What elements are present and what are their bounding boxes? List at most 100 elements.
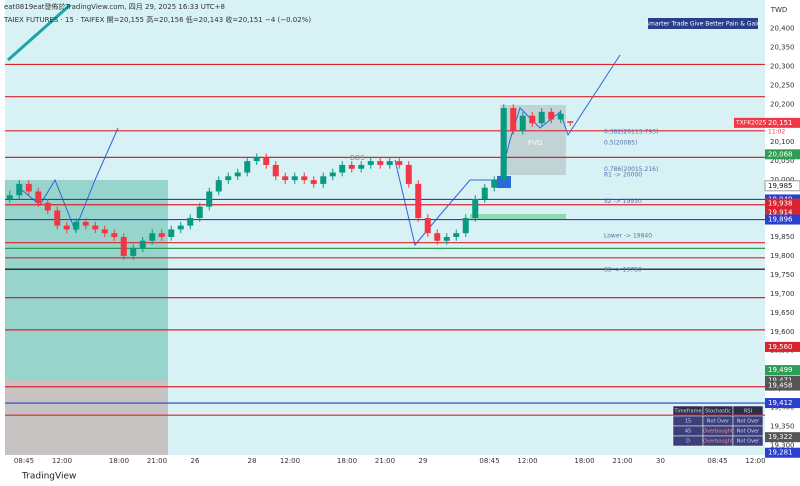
candle-body (253, 157, 260, 162)
candle-body (177, 225, 184, 230)
candle-body (225, 176, 232, 181)
drawing (394, 54, 621, 247)
candle-body (291, 176, 298, 181)
candle-body (405, 164, 412, 184)
price-tag-bg (765, 117, 800, 128)
candle-body (82, 221, 89, 226)
x-tick-label: 18:00 (109, 457, 129, 465)
x-tick-label: 26 (191, 457, 200, 465)
candle-body (329, 172, 336, 177)
tag-sub: 11:02 (768, 128, 785, 135)
candle-body (548, 111, 555, 120)
candle-body (149, 233, 156, 241)
price-tag-bg (765, 207, 800, 218)
table-text: Overbought (703, 429, 733, 435)
price-tag-bg (765, 149, 800, 160)
candle-body (567, 121, 574, 123)
candle-body (234, 172, 241, 177)
price-tag: 19,499 (768, 366, 793, 374)
candle-body (443, 236, 450, 241)
y-tick-label: 19,800 (770, 252, 795, 260)
price-tag-bg (764, 180, 800, 192)
candle-body (206, 191, 213, 207)
candle-body (25, 183, 32, 192)
table-cell (732, 435, 764, 447)
candle-body (358, 164, 365, 169)
annotation: 0.786(20015.216) (604, 166, 658, 173)
y-tick-label: 19,850 (770, 233, 795, 241)
table-text: 15 (685, 419, 691, 425)
annotation: S2 -> 19930 (604, 198, 642, 205)
price-tag: 19,322 (768, 433, 793, 441)
x-tick-label: 12:00 (52, 457, 72, 465)
candle-body (377, 161, 384, 165)
candle-body (396, 161, 403, 165)
price-tag: 19,412 (768, 399, 793, 407)
price-tag: 19,281 (768, 449, 793, 457)
table-text: 45 (685, 429, 691, 435)
candle-body (500, 108, 507, 181)
candle-body (462, 218, 469, 234)
y-tick-label: 20,100 (770, 138, 795, 146)
candle-body (6, 195, 13, 200)
annotation: Lower -> 19840 (604, 232, 652, 239)
candle-body (367, 161, 374, 165)
y-tick-label: 20,200 (770, 100, 795, 108)
price-tag-bg (765, 365, 800, 376)
table-text: RSI (744, 409, 752, 415)
candle-body (111, 233, 118, 237)
x-tick-label: 21:00 (375, 457, 395, 465)
candle-body (491, 180, 498, 188)
y-tick-label: 20,050 (770, 157, 795, 165)
annotation: 0.382(20113.793) (604, 128, 658, 135)
price-tag-bg (765, 447, 800, 458)
candle-body (424, 218, 431, 234)
y-tick-label: 19,600 (770, 328, 795, 336)
banner-bg (648, 18, 758, 29)
candle-body (168, 229, 175, 237)
x-tick-label: 29 (419, 457, 428, 465)
candle-body (310, 180, 317, 184)
candle-body (120, 236, 127, 256)
x-tick-label: 30 (656, 457, 665, 465)
price-tag: 20,068 (768, 150, 793, 158)
candle-body (215, 180, 222, 192)
price-tag-bg (765, 341, 800, 352)
candle-body (481, 187, 488, 200)
candle-body (415, 183, 422, 219)
y-tick-label: 20,400 (770, 24, 795, 32)
x-tick-label: 18:00 (574, 457, 594, 465)
annotation: S3 -> 19750 (604, 266, 642, 273)
y-tick-label: 20,300 (770, 62, 795, 70)
legend: TAIEX FUTURES · 15 · TAIFEX 開=20,155 高=2… (3, 15, 311, 24)
candle-body (320, 176, 327, 184)
table-text: D (686, 439, 690, 445)
brand: TradingView (21, 472, 76, 482)
x-tick-label: 12:00 (745, 457, 765, 465)
candle-body (44, 202, 51, 211)
x-tick-label: 08:45 (14, 457, 34, 465)
candle-body (519, 115, 526, 131)
x-tick-label: 08:45 (707, 457, 727, 465)
table-text: Not Over (737, 419, 760, 425)
annotation: R1 -> 20000 (604, 172, 642, 179)
candle-body (434, 233, 441, 241)
price-tag: 19,985 (768, 182, 793, 190)
table: Timeframe Stochastic RSI 15 Not Over Not Over… (672, 405, 764, 447)
author: eat0819eat發佈於TradingView.com, 四月 29, 202… (4, 2, 225, 11)
candle-body (529, 115, 536, 124)
y-tick-label: 19,350 (770, 423, 795, 431)
table-text: Stochastic (705, 409, 731, 415)
candle-body (339, 164, 346, 173)
price-tag: 20,151 (768, 119, 793, 127)
candle-body (92, 225, 99, 230)
price-tag-bg (765, 198, 800, 209)
bos-label: BOS (350, 154, 365, 162)
y-tick-label: 19,750 (770, 271, 795, 279)
currency: TWD (770, 6, 788, 14)
fvg-label: FVG (528, 139, 542, 147)
price-tag-bg (765, 380, 800, 391)
price-tag: 19,458 (768, 382, 793, 390)
zone (5, 380, 168, 455)
